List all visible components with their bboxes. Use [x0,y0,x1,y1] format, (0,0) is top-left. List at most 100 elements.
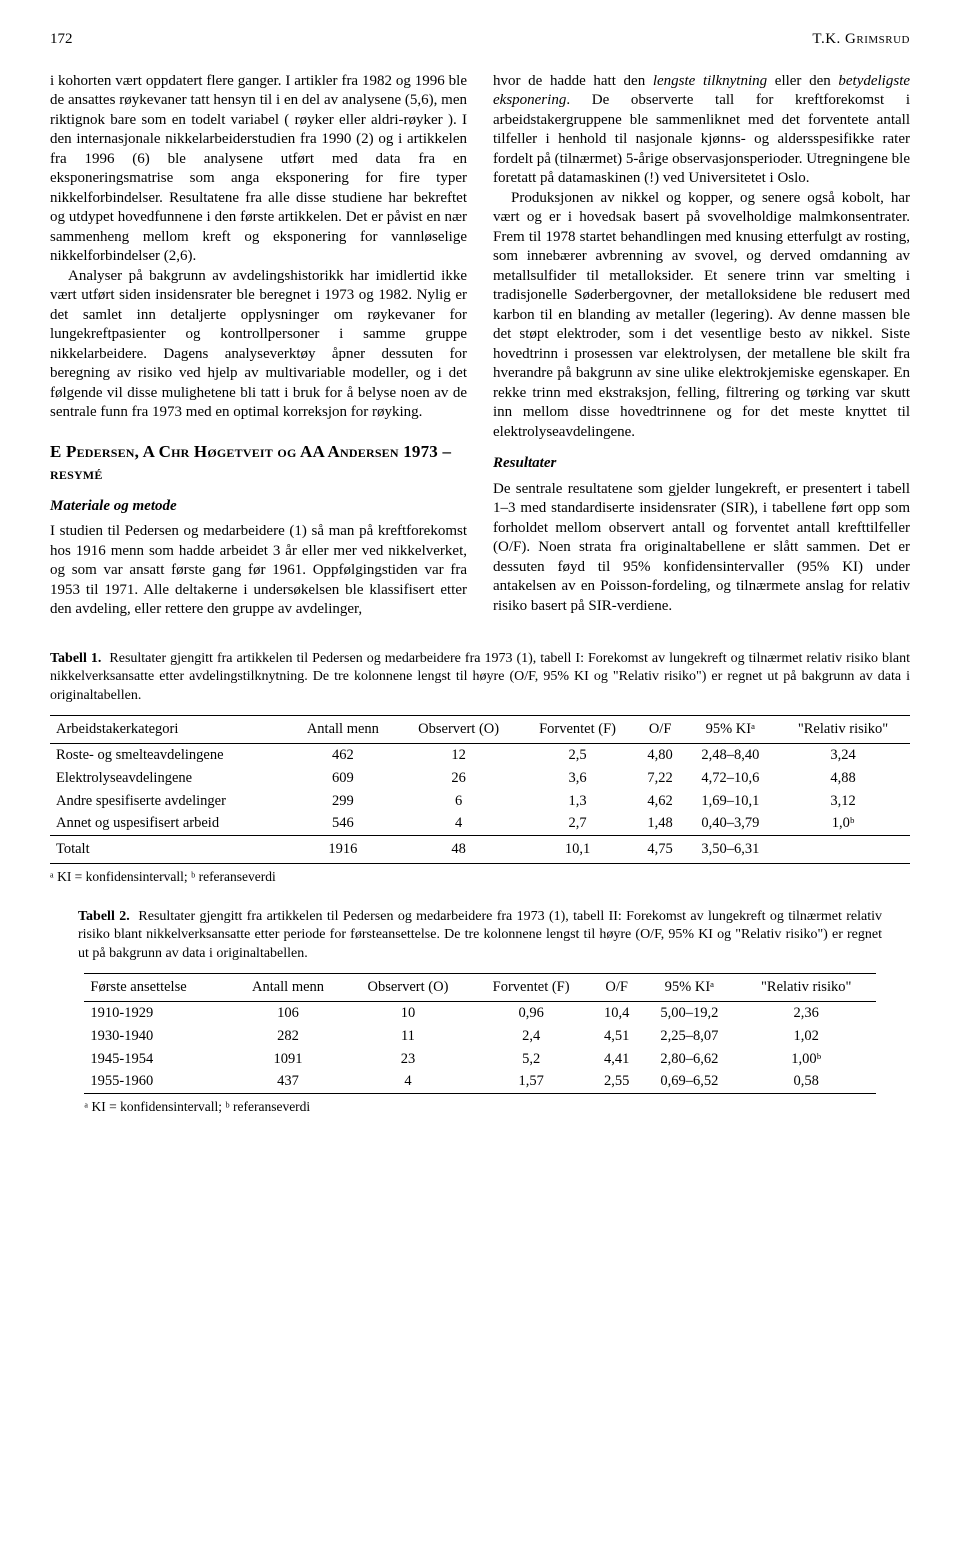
cell: 609 [288,767,398,790]
col-header: Arbeidstakerkategori [50,716,288,744]
cell: 1,0ᵇ [776,812,910,835]
cell: 11 [345,1025,471,1048]
cell: 23 [345,1048,471,1071]
table-row: Elektrolyseavdelingene609263,67,224,72–1… [50,767,910,790]
cell [776,836,910,864]
paragraph: De sentrale resultatene som gjelder lung… [493,480,910,617]
cell: 1,3 [519,790,635,813]
cell: 2,36 [737,1001,876,1024]
col-header: Observert (O) [398,716,520,744]
cell: 3,12 [776,790,910,813]
paragraph: hvor de hadde hatt den lengste tilknytni… [493,72,910,189]
cell: 1,48 [636,812,685,835]
cell: Elektrolyseavdelingene [50,767,288,790]
cell: 1910-1929 [84,1001,231,1024]
body-columns: i kohorten vært oppdatert flere ganger. … [50,72,910,620]
subsection-heading: Resultater [493,454,910,474]
col-header: O/F [591,974,642,1002]
cell: 1,69–10,1 [685,790,777,813]
col-header: 95% KIᵃ [642,974,737,1002]
table2-block: Tabell 2. Resultater gjengitt fra artikk… [50,908,910,1116]
table1-caption: Tabell 1. Resultater gjengitt fra artikk… [50,650,910,705]
cell: 2,5 [519,743,635,766]
cell: 1930-1940 [84,1025,231,1048]
cell: 4,88 [776,767,910,790]
cell: 0,96 [471,1001,591,1024]
cell: 1945-1954 [84,1048,231,1071]
cell: 282 [231,1025,345,1048]
cell: 0,58 [737,1070,876,1093]
cell: Andre spesifiserte avdelinger [50,790,288,813]
cell: 1,00ᵇ [737,1048,876,1071]
cell: 1091 [231,1048,345,1071]
col-header: 95% KIᵃ [685,716,777,744]
cell: 7,22 [636,767,685,790]
col-header: Observert (O) [345,974,471,1002]
cell: 437 [231,1070,345,1093]
page-number: 172 [50,30,73,50]
paragraph: I studien til Pedersen og medarbeidere (… [50,522,467,620]
table2-caption: Tabell 2. Resultater gjengitt fra artikk… [50,908,910,963]
cell: 10,1 [519,836,635,864]
paragraph: Analyser på bakgrunn av avdelingshistori… [50,267,467,423]
cell: 10 [345,1001,471,1024]
cell: 4,51 [591,1025,642,1048]
cell: 1,02 [737,1025,876,1048]
page-header: 172 T.K. Grimsrud [50,30,910,50]
cell: 26 [398,767,520,790]
cell: 2,7 [519,812,635,835]
cell: 2,48–8,40 [685,743,777,766]
cell: 462 [288,743,398,766]
cell: 48 [398,836,520,864]
page-author: T.K. Grimsrud [812,30,910,50]
col-header: Forventet (F) [519,716,635,744]
table1: Arbeidstakerkategori Antall menn Observe… [50,715,910,864]
cell: 4 [345,1070,471,1093]
cell: Roste- og smelteavdelingene [50,743,288,766]
cell: 1955-1960 [84,1070,231,1093]
cell: 3,50–6,31 [685,836,777,864]
cell: 106 [231,1001,345,1024]
cell: 2,80–6,62 [642,1048,737,1071]
cell: 10,4 [591,1001,642,1024]
table-row: 1955-196043741,572,550,69–6,520,58 [84,1070,875,1093]
table-row: 1945-19541091235,24,412,80–6,621,00ᵇ [84,1048,875,1071]
col-header: Antall menn [288,716,398,744]
cell: 1,57 [471,1070,591,1093]
cell: 5,00–19,2 [642,1001,737,1024]
cell: Totalt [50,836,288,864]
cell: 2,25–8,07 [642,1025,737,1048]
table-row: Første ansettelse Antall menn Observert … [84,974,875,1002]
cell: 2,55 [591,1070,642,1093]
cell: 0,40–3,79 [685,812,777,835]
cell: 1916 [288,836,398,864]
cell: 0,69–6,52 [642,1070,737,1093]
cell: 299 [288,790,398,813]
cell: 4,80 [636,743,685,766]
col-header: Første ansettelse [84,974,231,1002]
table2-footnote: ᵃ KI = konfidensintervall; ᵇ referanseve… [84,1098,875,1116]
table-row: Andre spesifiserte avdelinger29961,34,62… [50,790,910,813]
paragraph: Produksjonen av nikkel og kopper, og sen… [493,189,910,443]
paragraph: i kohorten vært oppdatert flere ganger. … [50,72,467,267]
section-heading: E Pedersen, A Chr Høgetveit og AA Anders… [50,441,467,485]
table-row: Annet og uspesifisert arbeid54642,71,480… [50,812,910,835]
cell: 3,24 [776,743,910,766]
cell: 12 [398,743,520,766]
col-header: "Relativ risiko" [737,974,876,1002]
col-header: O/F [636,716,685,744]
col-header: Antall menn [231,974,345,1002]
table-row: Arbeidstakerkategori Antall menn Observe… [50,716,910,744]
cell: 2,4 [471,1025,591,1048]
table1-footnote: ᵃ KI = konfidensintervall; ᵇ referanseve… [50,868,910,886]
cell: 4,75 [636,836,685,864]
cell: 5,2 [471,1048,591,1071]
table-row: Totalt 1916 48 10,1 4,75 3,50–6,31 [50,836,910,864]
table-row: 1910-1929106100,9610,45,00–19,22,36 [84,1001,875,1024]
cell: 4,72–10,6 [685,767,777,790]
table-row: Roste- og smelteavdelingene462122,54,802… [50,743,910,766]
cell: 3,6 [519,767,635,790]
cell: Annet og uspesifisert arbeid [50,812,288,835]
table-row: 1930-1940282112,44,512,25–8,071,02 [84,1025,875,1048]
cell: 4,41 [591,1048,642,1071]
